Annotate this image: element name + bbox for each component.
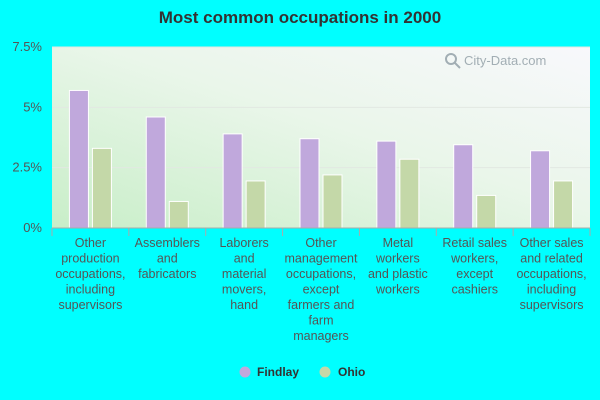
x-category-label: Laborers and material movers, hand <box>219 236 268 312</box>
legend-marker-ohio <box>319 366 331 378</box>
watermark: City-Data.com <box>445 53 546 69</box>
x-category-label: Other production occupations, including supe… <box>55 236 125 312</box>
bar-findlay <box>299 138 320 229</box>
bar-findlay <box>145 116 166 229</box>
y-tick-label: 7.5% <box>12 39 42 54</box>
x-category-label: Assemblers and fabricators <box>135 236 200 281</box>
bar-ohio <box>245 180 266 229</box>
bars <box>68 89 574 229</box>
grid-lines <box>52 46 590 169</box>
x-category-label: Metal workers and plastic workers <box>368 236 428 297</box>
plot-area <box>52 47 590 228</box>
bar-ohio <box>91 147 112 229</box>
magnifier-icon <box>445 53 461 69</box>
bar-findlay <box>222 133 243 229</box>
bar-findlay <box>453 144 474 229</box>
bar-ohio <box>553 180 574 229</box>
legend-marker-findlay <box>239 366 251 378</box>
bar-findlay <box>530 150 551 229</box>
bar-findlay <box>68 89 89 229</box>
y-tick-label: 0% <box>23 220 42 235</box>
legend-label-findlay: Findlay <box>257 365 299 379</box>
legend: Findlay Ohio <box>239 365 365 379</box>
x-category-label: Retail sales workers, except cashiers <box>442 236 507 297</box>
bar-ohio <box>476 194 497 229</box>
bar-ohio <box>322 174 343 229</box>
bar-ohio <box>399 158 420 229</box>
y-tick-label: 2.5% <box>12 160 42 175</box>
chart-title: Most common occupations in 2000 <box>158 8 442 27</box>
bar-ohio <box>168 200 189 229</box>
axes: 0% 2.5% 5% 7.5% Other production occupations, i… <box>12 39 591 343</box>
legend-label-ohio: Ohio <box>338 365 365 379</box>
x-category-label: Other sales and related occupations, includ… <box>516 236 586 312</box>
watermark-text: City-Data.com <box>464 53 546 68</box>
y-tick-label: 5% <box>23 99 42 114</box>
x-category-label: Other management occupations, except farmers… <box>285 236 358 343</box>
bar-findlay <box>376 140 397 229</box>
